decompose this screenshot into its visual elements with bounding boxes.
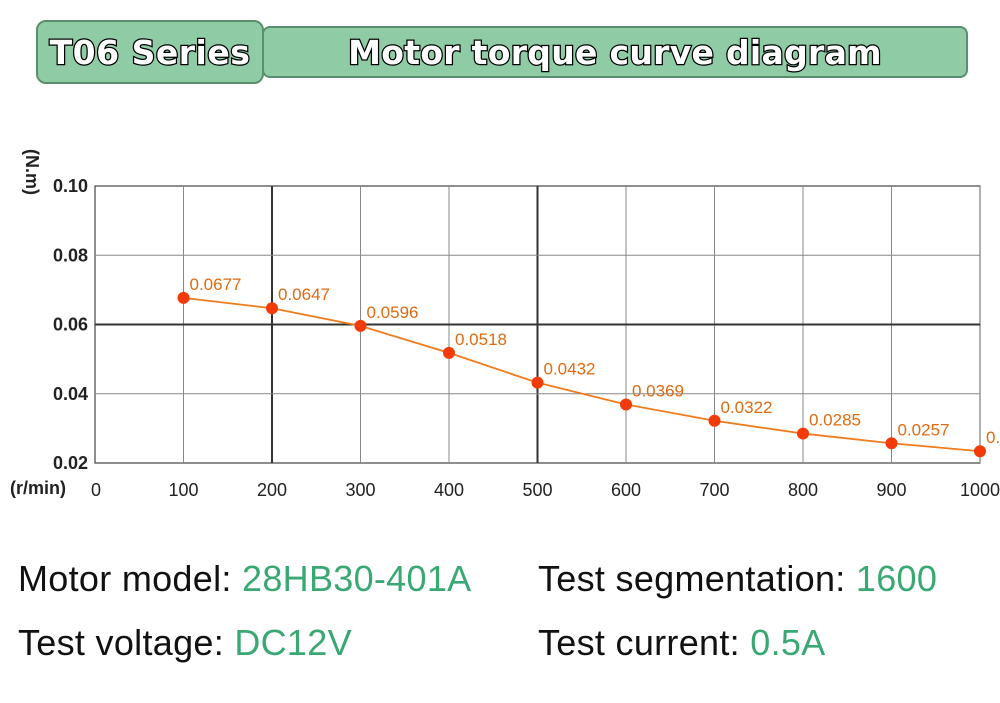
- series-label: T06 Series: [48, 31, 251, 73]
- data-point: [797, 427, 809, 440]
- x-tick-label: 400: [434, 480, 464, 500]
- data-point: [974, 445, 986, 458]
- data-label: 0.0257: [898, 420, 950, 439]
- data-point: [177, 291, 190, 304]
- y-tick-label: 0.02: [53, 453, 88, 473]
- motor-model-label: Motor model:: [18, 558, 232, 599]
- data-label: 0.0647: [278, 285, 330, 304]
- voltage-label: Test voltage:: [18, 622, 225, 663]
- data-label: 0.0322: [721, 398, 773, 417]
- current-label: Test current:: [538, 622, 740, 663]
- x-axis-ticks: 0 100 200 300 400 500 600 700 800 900 1000: [91, 480, 1000, 500]
- test-current: Test current: 0.5A: [538, 622, 826, 664]
- x-tick-label: 200: [257, 480, 287, 500]
- x-tick-label: 300: [345, 480, 375, 500]
- data-point: [531, 376, 544, 389]
- motor-model-value: 28HB30-401A: [242, 558, 472, 599]
- current-value: 0.5A: [750, 622, 826, 663]
- data-label: 0.0369: [632, 381, 684, 400]
- test-segmentation: Test segmentation: 1600: [538, 558, 937, 600]
- data-label: 0.0596: [367, 303, 419, 322]
- motor-model: Motor model: 28HB30-401A: [18, 558, 471, 600]
- torque-chart: 0.02 0.04 0.06 0.08 0.10 0 100 200 300 400 500 600…: [10, 149, 1000, 500]
- y-tick-label: 0.10: [53, 176, 88, 196]
- x-tick-label: 700: [699, 480, 729, 500]
- y-axis-label: (N.m): [22, 149, 42, 195]
- x-tick-label: 600: [611, 480, 641, 500]
- x-axis-label: (r/min): [10, 478, 66, 498]
- segmentation-value: 1600: [855, 558, 938, 599]
- data-label: 0.0518: [455, 330, 507, 349]
- data-label: 0.0234: [986, 428, 1000, 447]
- data-point: [443, 346, 455, 359]
- x-tick-label: 500: [522, 480, 552, 500]
- chart-grid: [94, 185, 981, 464]
- y-tick-label: 0.06: [53, 315, 88, 335]
- chart-title: Motor torque curve diagram: [347, 31, 883, 73]
- x-tick-label: 1000: [960, 480, 1000, 500]
- segmentation-label: Test segmentation:: [538, 558, 846, 599]
- data-label: 0.0432: [544, 360, 596, 379]
- data-point: [620, 398, 632, 411]
- data-point: [266, 302, 278, 315]
- data-label: 0.0285: [809, 411, 861, 430]
- x-tick-label: 0: [91, 480, 101, 500]
- data-point: [885, 437, 898, 450]
- test-voltage: Test voltage: DC12V: [18, 622, 352, 664]
- y-tick-label: 0.04: [53, 384, 88, 404]
- torque-curve-line: [183, 296, 981, 453]
- series-tab: T06 Series: [36, 20, 264, 84]
- y-axis-ticks: 0.02 0.04 0.06 0.08 0.10: [53, 176, 88, 473]
- data-point: [708, 414, 721, 427]
- data-label: 0.0677: [190, 275, 242, 294]
- y-tick-label: 0.08: [53, 245, 88, 265]
- title-banner: Motor torque curve diagram: [262, 26, 968, 78]
- torque-series: 0.0677 0.0647 0.0596 0.0518 0.0432 0.0369 0.03…: [177, 275, 1000, 458]
- x-tick-label: 100: [168, 480, 198, 500]
- x-tick-label: 900: [876, 480, 906, 500]
- data-point: [354, 319, 367, 332]
- x-tick-label: 800: [788, 480, 818, 500]
- voltage-value: DC12V: [234, 622, 352, 663]
